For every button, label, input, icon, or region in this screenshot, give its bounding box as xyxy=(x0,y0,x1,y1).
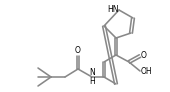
Text: H: H xyxy=(89,77,95,86)
Text: O: O xyxy=(75,46,81,55)
Text: N: N xyxy=(89,68,95,77)
Text: O: O xyxy=(141,52,147,61)
Text: OH: OH xyxy=(141,67,153,76)
Text: HN: HN xyxy=(107,6,119,15)
